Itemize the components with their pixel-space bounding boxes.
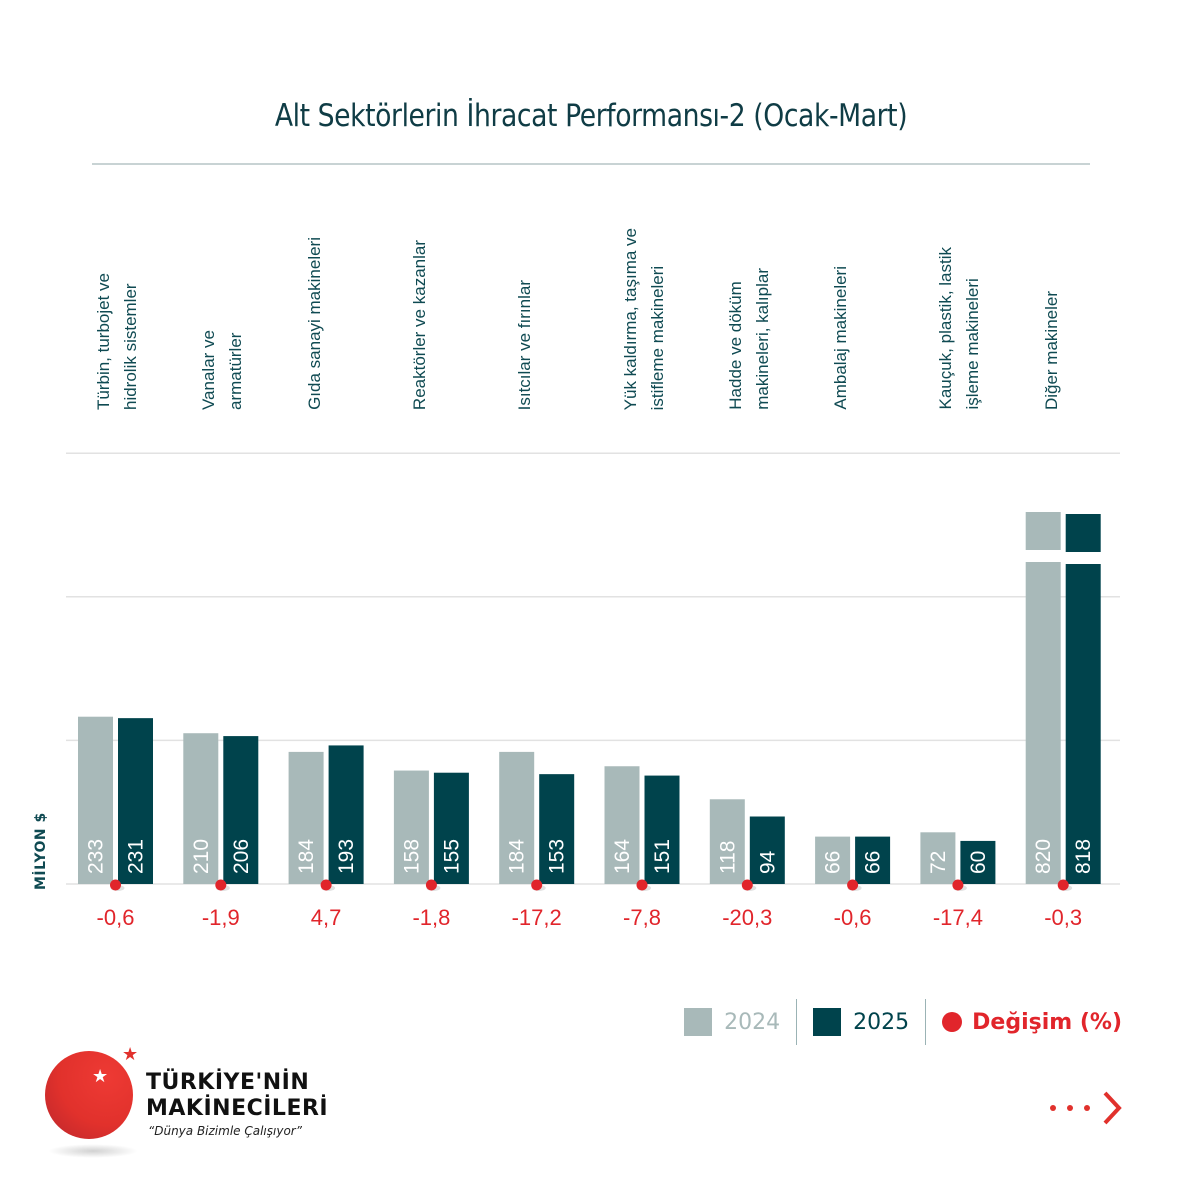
bar-value-label: 206 bbox=[230, 839, 253, 874]
change-value-label: -0,3 bbox=[1044, 905, 1082, 930]
change-dot bbox=[741, 879, 753, 891]
bar-value-label: 233 bbox=[85, 839, 108, 874]
bar-value-label: 158 bbox=[400, 839, 423, 874]
bar-value-label: 155 bbox=[440, 839, 463, 874]
dot-icon bbox=[1084, 1105, 1090, 1111]
bar-chart: 233 231 -0,6 210 206 -1,9 184 193 4,7 158 155 -1,8 1… bbox=[66, 452, 1120, 930]
bar-2025 bbox=[118, 718, 153, 884]
bar-2024 bbox=[183, 733, 219, 884]
bar-value-label: 60 bbox=[967, 851, 990, 874]
chart-title: Alt Sektörlerin İhracat Performansı-2 (O… bbox=[274, 98, 908, 134]
logo-shadow bbox=[48, 1144, 138, 1158]
legend-label-2024: 2024 bbox=[724, 1009, 781, 1035]
bar-2024 bbox=[709, 799, 745, 884]
logo-circle bbox=[45, 1051, 133, 1139]
bar-2025 bbox=[644, 775, 680, 884]
legend-item-2025: 2025 bbox=[797, 1000, 925, 1044]
bar-value-label: 94 bbox=[756, 850, 779, 874]
bar-value-label: 72 bbox=[927, 851, 950, 874]
legend: 2024 2025 Değişim (%) bbox=[668, 999, 1122, 1045]
bar-2025 bbox=[1065, 564, 1101, 884]
change-dot bbox=[636, 879, 648, 891]
bar-value-label: 153 bbox=[546, 839, 569, 874]
bar-2024 bbox=[604, 766, 640, 884]
bar-2024 bbox=[78, 716, 113, 884]
change-value-label: -1,8 bbox=[412, 905, 450, 930]
bar-value-label: 151 bbox=[651, 839, 674, 874]
logo-slogan: “Dünya Bizimle Çalışıyor” bbox=[148, 1124, 302, 1138]
legend-label-2025: 2025 bbox=[853, 1009, 910, 1035]
change-value-label: -0,6 bbox=[97, 905, 135, 930]
bar-2025 bbox=[328, 745, 364, 884]
bar-value-label: 66 bbox=[822, 851, 845, 874]
next-arrow-icon bbox=[1103, 1091, 1122, 1125]
bar-value-label: 66 bbox=[862, 851, 885, 874]
bar-value-label: 210 bbox=[190, 839, 213, 874]
change-dot bbox=[110, 879, 121, 891]
bar-2025 bbox=[539, 774, 575, 884]
change-value-label: -7,8 bbox=[623, 905, 661, 930]
legend-dot-change bbox=[942, 1012, 963, 1032]
bar-2024 bbox=[1025, 562, 1061, 884]
dot-icon bbox=[1067, 1105, 1073, 1111]
bar-value-label: 193 bbox=[335, 839, 358, 874]
change-dot bbox=[952, 879, 964, 891]
bar-2024 bbox=[288, 751, 324, 884]
change-dot bbox=[425, 879, 437, 891]
change-dot bbox=[215, 879, 227, 891]
change-value-label: -0,6 bbox=[834, 905, 872, 930]
change-value-label: -17,4 bbox=[933, 905, 983, 930]
change-dot bbox=[320, 879, 332, 891]
logo-text-line1: TÜRKİYE'NİN bbox=[146, 1070, 310, 1095]
star-icon: ★ bbox=[92, 1066, 109, 1087]
bar-2024-break-cap bbox=[1025, 512, 1061, 550]
bar-value-label: 164 bbox=[611, 839, 634, 874]
bar-2024 bbox=[920, 832, 956, 884]
legend-swatch-2024 bbox=[684, 1008, 713, 1036]
star-icon: ★ bbox=[122, 1044, 139, 1065]
logo-text-line2: MAKİNECİLERİ bbox=[146, 1096, 329, 1121]
bar-value-label: 820 bbox=[1032, 839, 1055, 874]
bar-2025 bbox=[855, 836, 891, 884]
dot-icon bbox=[1050, 1105, 1056, 1111]
bar-value-label: 118 bbox=[716, 841, 739, 874]
change-value-label: -1,9 bbox=[202, 905, 240, 930]
bar-2025 bbox=[433, 772, 469, 884]
next-page-button[interactable] bbox=[1050, 1090, 1125, 1126]
legend-divider bbox=[796, 999, 798, 1045]
bar-2024 bbox=[393, 770, 429, 884]
bar-2025-break-cap bbox=[1065, 514, 1101, 552]
bar-value-label: 184 bbox=[506, 839, 529, 874]
change-value-label: 4,7 bbox=[311, 905, 342, 930]
legend-item-change: Değişim (%) bbox=[926, 1000, 1122, 1044]
bar-2024 bbox=[815, 836, 851, 884]
bar-2025 bbox=[223, 736, 259, 884]
bar-2025 bbox=[749, 816, 785, 884]
y-axis-label: MİLYON $ bbox=[33, 812, 49, 890]
change-dot bbox=[1057, 879, 1069, 891]
bar-value-label: 818 bbox=[1072, 839, 1095, 874]
legend-label-change: Değişim (%) bbox=[972, 1009, 1122, 1035]
change-value-label: -20,3 bbox=[722, 905, 772, 930]
brand-logo: ★ ★ TÜRKİYE'NİN MAKİNECİLERİ “Dünya Bizi… bbox=[40, 1044, 360, 1168]
change-dot bbox=[847, 879, 859, 891]
bar-2025 bbox=[960, 840, 996, 884]
bar-2024 bbox=[499, 751, 535, 884]
legend-divider bbox=[925, 999, 927, 1045]
bar-value-label: 231 bbox=[125, 839, 148, 874]
legend-swatch-2025 bbox=[813, 1008, 842, 1036]
change-dot bbox=[531, 879, 543, 891]
bar-value-label: 184 bbox=[295, 839, 318, 874]
title-divider bbox=[92, 163, 1090, 165]
legend-item-2024: 2024 bbox=[668, 1000, 796, 1044]
change-value-label: -17,2 bbox=[512, 905, 562, 930]
